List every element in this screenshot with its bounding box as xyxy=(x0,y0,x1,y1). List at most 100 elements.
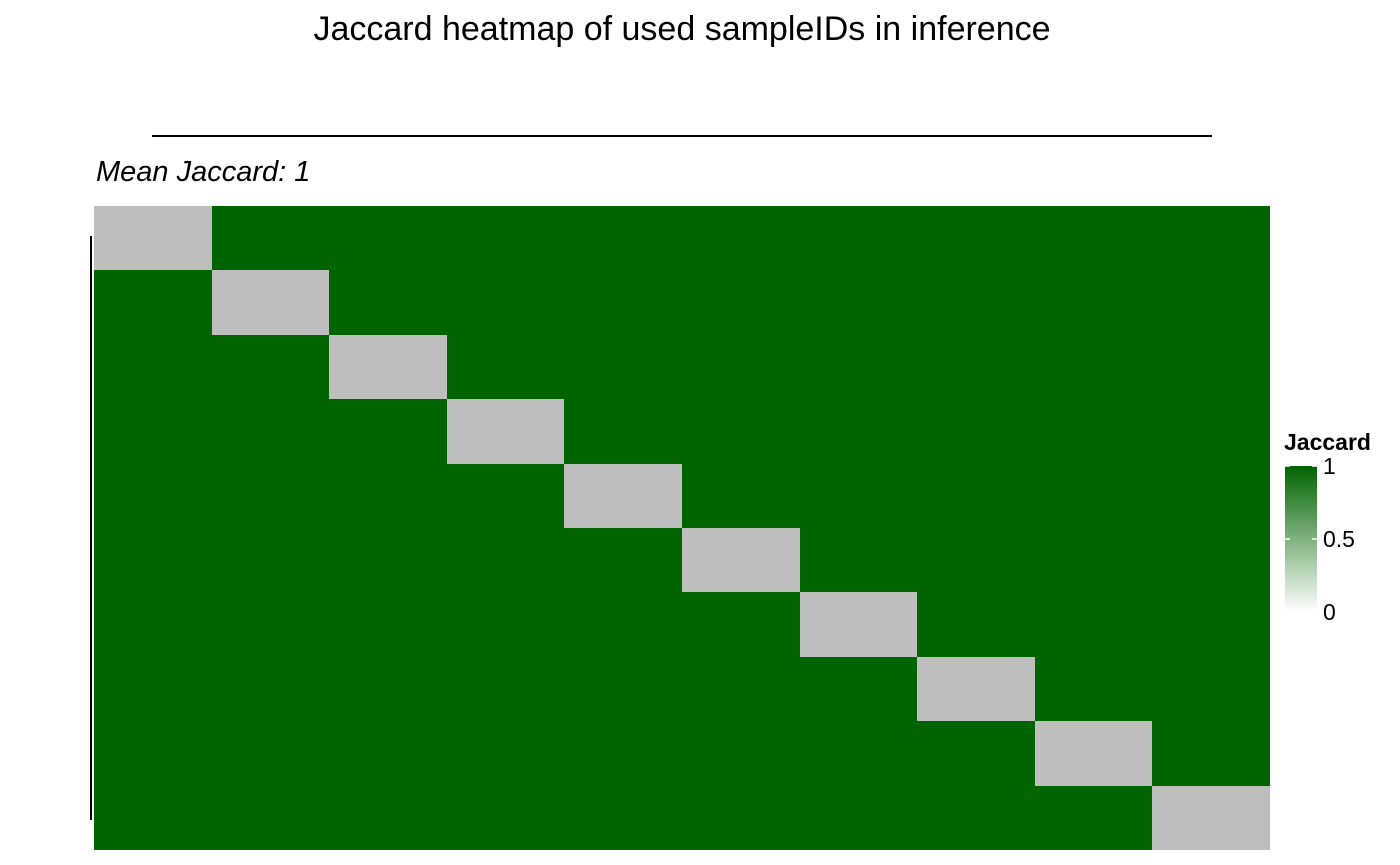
heatmap-cell xyxy=(1035,721,1152,786)
heatmap-cell xyxy=(94,335,212,399)
heatmap-cell xyxy=(564,786,682,850)
heatmap-cell xyxy=(329,657,447,721)
legend-tick-label: 1 xyxy=(1323,453,1336,479)
heatmap-cell xyxy=(212,528,329,592)
heatmap-cell xyxy=(800,657,917,721)
chart-title: Jaccard heatmap of used sampleIDs in inf… xyxy=(313,10,1050,48)
heatmap-cell xyxy=(94,528,212,592)
heatmap-cell xyxy=(800,270,917,335)
heatmap-cell xyxy=(329,270,447,335)
heatmap-cell xyxy=(682,335,800,399)
heatmap-cell xyxy=(917,721,1035,786)
heatmap-cell xyxy=(329,206,447,270)
heatmap-cell xyxy=(94,206,212,270)
heatmap-cell xyxy=(212,464,329,528)
heatmap-cell xyxy=(1035,786,1152,850)
heatmap-cell xyxy=(564,721,682,786)
heatmap-cell xyxy=(1035,270,1152,335)
heatmap-cell xyxy=(917,206,1035,270)
heatmap-cell xyxy=(329,786,447,850)
heatmap-cell xyxy=(1152,528,1270,592)
heatmap-cell xyxy=(1152,464,1270,528)
heatmap-cell xyxy=(564,592,682,657)
heatmap-cell xyxy=(447,657,564,721)
heatmap-cell xyxy=(94,592,212,657)
heatmap-cell xyxy=(447,528,564,592)
heatmap-cell xyxy=(1152,786,1270,850)
heatmap-cell xyxy=(212,335,329,399)
heatmap-cell xyxy=(1035,335,1152,399)
heatmap-cell xyxy=(917,786,1035,850)
heatmap-cell xyxy=(212,270,329,335)
heatmap-cell xyxy=(212,721,329,786)
heatmap-cell xyxy=(1035,399,1152,464)
heatmap-cell xyxy=(1035,206,1152,270)
heatmap-cell xyxy=(329,721,447,786)
heatmap-cell xyxy=(1035,464,1152,528)
heatmap-cell xyxy=(1152,399,1270,464)
heatmap-cell xyxy=(800,786,917,850)
heatmap-cell xyxy=(447,335,564,399)
heatmap-cell xyxy=(682,786,800,850)
heatmap-cell xyxy=(447,786,564,850)
chart-subtitle: Mean Jaccard: 1 xyxy=(96,156,310,188)
heatmap-cell xyxy=(917,399,1035,464)
heatmap-cell xyxy=(447,206,564,270)
legend-tick-label: 0 xyxy=(1323,599,1336,625)
heatmap-cell xyxy=(682,528,800,592)
heatmap-cell xyxy=(800,399,917,464)
heatmap-cell xyxy=(682,399,800,464)
heatmap-cell xyxy=(564,206,682,270)
heatmap-cell xyxy=(917,592,1035,657)
heatmap-cell xyxy=(800,721,917,786)
heatmap-cell xyxy=(447,399,564,464)
heatmap-cell xyxy=(917,335,1035,399)
heatmap-cell xyxy=(800,335,917,399)
heatmap-cell xyxy=(447,270,564,335)
heatmap-cell xyxy=(329,399,447,464)
heatmap-cell xyxy=(329,335,447,399)
heatmap-cell xyxy=(447,592,564,657)
heatmap-cell xyxy=(1035,657,1152,721)
heatmap-cell xyxy=(800,206,917,270)
legend-ticks: 10.50 xyxy=(1285,453,1355,625)
legend-title: Jaccard xyxy=(1284,429,1371,455)
heatmap-cell xyxy=(917,270,1035,335)
heatmap-cell xyxy=(94,786,212,850)
heatmap-cell xyxy=(564,270,682,335)
heatmap-cell xyxy=(329,592,447,657)
heatmap-cell xyxy=(1152,721,1270,786)
heatmap-grid xyxy=(94,206,1270,850)
heatmap-cell xyxy=(447,464,564,528)
heatmap-cell xyxy=(212,786,329,850)
heatmap-cell xyxy=(682,464,800,528)
heatmap-cell xyxy=(917,657,1035,721)
heatmap-cell xyxy=(682,206,800,270)
legend-tick-label: 0.5 xyxy=(1323,526,1355,552)
heatmap-cell xyxy=(917,464,1035,528)
heatmap-cell xyxy=(682,657,800,721)
heatmap-cell xyxy=(564,399,682,464)
heatmap-cell xyxy=(212,592,329,657)
heatmap-cell xyxy=(800,528,917,592)
heatmap-cell xyxy=(1152,592,1270,657)
heatmap-cell xyxy=(1152,335,1270,399)
heatmap-cell xyxy=(1152,206,1270,270)
heatmap-cell xyxy=(447,721,564,786)
heatmap-cell xyxy=(682,270,800,335)
heatmap-cell xyxy=(212,399,329,464)
color-legend: Jaccard 10.50 xyxy=(1284,429,1371,625)
heatmap-cell xyxy=(94,464,212,528)
heatmap-cell xyxy=(1035,592,1152,657)
heatmap-cell xyxy=(564,464,682,528)
heatmap-cell xyxy=(917,528,1035,592)
legend-colorbar xyxy=(1285,466,1317,612)
heatmap-cell xyxy=(564,657,682,721)
heatmap-cell xyxy=(682,592,800,657)
heatmap-cell xyxy=(800,464,917,528)
heatmap-cell xyxy=(94,270,212,335)
heatmap-cell xyxy=(564,335,682,399)
heatmap-cell xyxy=(1152,270,1270,335)
heatmap-cell xyxy=(94,721,212,786)
